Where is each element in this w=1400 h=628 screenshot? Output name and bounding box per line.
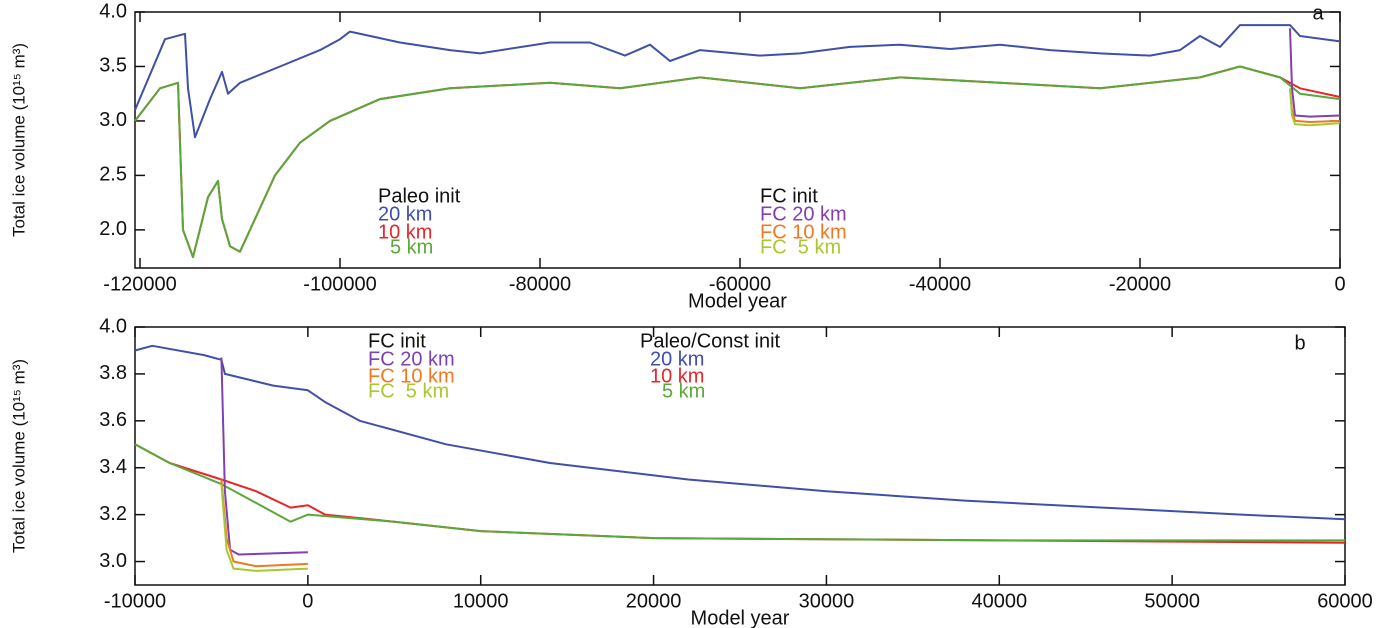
series-line [220, 484, 308, 572]
y-tick-label: 4.0 [99, 0, 127, 22]
y-tick-label: 3.8 [99, 362, 127, 384]
series-line [134, 443, 1346, 544]
x-tick-label: 50000 [1144, 590, 1200, 612]
x-tick-label: 0 [302, 590, 313, 612]
y-tick-label: 2.5 [99, 164, 127, 186]
legend-entry: 5 km [390, 236, 433, 258]
series-line [134, 443, 1345, 542]
y-tick-label: 4.0 [99, 315, 127, 337]
x-tick-label: -80000 [509, 273, 571, 295]
plot-frame [134, 11, 1341, 269]
x-tick-label: -10000 [104, 590, 166, 612]
legend-title: Paleo init [378, 185, 461, 207]
y-tick-label: 3.0 [99, 109, 127, 131]
plot-frame [134, 326, 1346, 586]
series-line [134, 24, 1341, 139]
legend-entry: FC 5 km [368, 380, 449, 402]
y-axis-label: Total ice volume (10¹⁵ m³) [9, 43, 28, 237]
legend-entry: FC 10 km [760, 221, 847, 243]
legend-entry: 10 km [378, 221, 432, 243]
x-axis-label: Model year [691, 607, 790, 628]
x-tick-label: 40000 [971, 590, 1027, 612]
legend-entry: FC 20 km [368, 348, 455, 370]
legend-entry: FC 20 km [760, 203, 847, 225]
y-tick-label: 3.4 [99, 456, 127, 478]
y-tick-label: 2.0 [99, 218, 127, 240]
legend-entry: 20 km [650, 348, 704, 370]
x-tick-label: -100000 [303, 273, 376, 295]
x-tick-label: -120000 [103, 273, 176, 295]
x-tick-label: 0 [1334, 273, 1345, 295]
panel-label: b [1294, 332, 1305, 354]
x-tick-label: -60000 [709, 273, 771, 295]
y-tick-label: 3.5 [99, 55, 127, 77]
x-axis-label: Model year [688, 290, 787, 312]
legend-title: FC init [760, 185, 818, 207]
y-tick-label: 3.0 [99, 550, 127, 572]
x-tick-label: -40000 [909, 273, 971, 295]
legend-entry: 20 km [378, 203, 432, 225]
series-line [1289, 28, 1341, 118]
legend-entry: FC 5 km [760, 236, 841, 258]
series-line [134, 344, 1346, 521]
x-tick-label: -20000 [1109, 273, 1171, 295]
legend-entry: 10 km [650, 365, 704, 387]
x-tick-label: 20000 [626, 590, 682, 612]
y-axis-label: Total ice volume (10¹⁵ m³) [9, 359, 28, 553]
x-tick-label: 60000 [1317, 590, 1373, 612]
legend-title: FC init [368, 330, 426, 352]
legend-title: Paleo/Const init [640, 330, 781, 352]
series-line [1289, 88, 1341, 127]
y-tick-label: 3.2 [99, 503, 127, 525]
legend-entry: 5 km [662, 380, 705, 402]
series-line [134, 65, 1341, 259]
series-line [220, 357, 308, 556]
x-tick-label: 30000 [799, 590, 855, 612]
panel-label: a [1312, 2, 1324, 24]
y-tick-label: 3.6 [99, 409, 127, 431]
series-line [134, 65, 1341, 259]
x-tick-label: 10000 [453, 590, 509, 612]
legend-entry: FC 10 km [368, 365, 455, 387]
